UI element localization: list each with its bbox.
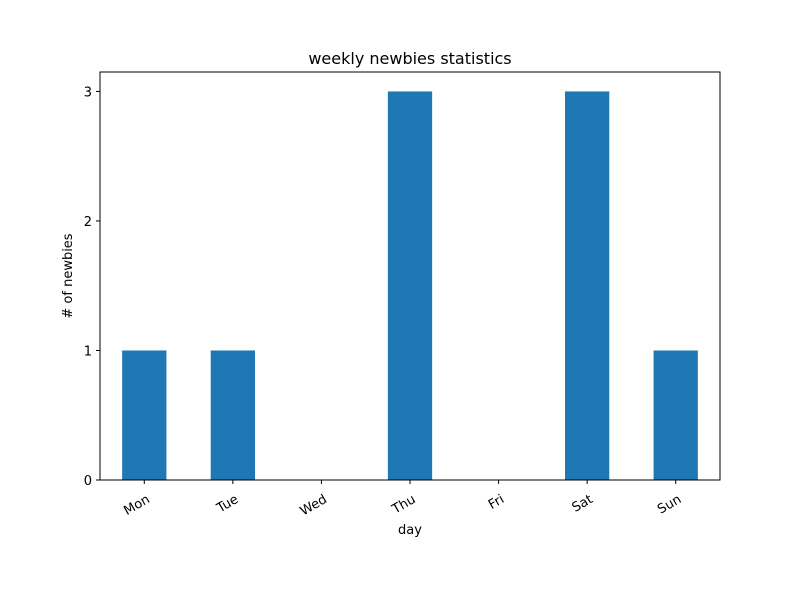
y-tick-label: 3 (84, 85, 92, 100)
y-axis: 0 1 2 3 (84, 85, 100, 489)
bars-layer (122, 91, 698, 480)
x-tick-label: Fri (486, 492, 507, 513)
y-tick-label: 0 (84, 474, 92, 489)
bar-tue (210, 350, 255, 480)
x-axis-label: day (398, 523, 422, 538)
chart-title: weekly newbies statistics (308, 49, 511, 68)
bar-thu (387, 91, 433, 480)
y-tick-label: 1 (84, 344, 92, 359)
y-tick-label: 2 (84, 215, 92, 230)
plot-frame (99, 71, 721, 481)
bar-mon (122, 350, 167, 480)
y-axis-label: # of newbies (61, 233, 76, 318)
bar-sun (653, 350, 698, 480)
bar-sat (565, 91, 610, 480)
